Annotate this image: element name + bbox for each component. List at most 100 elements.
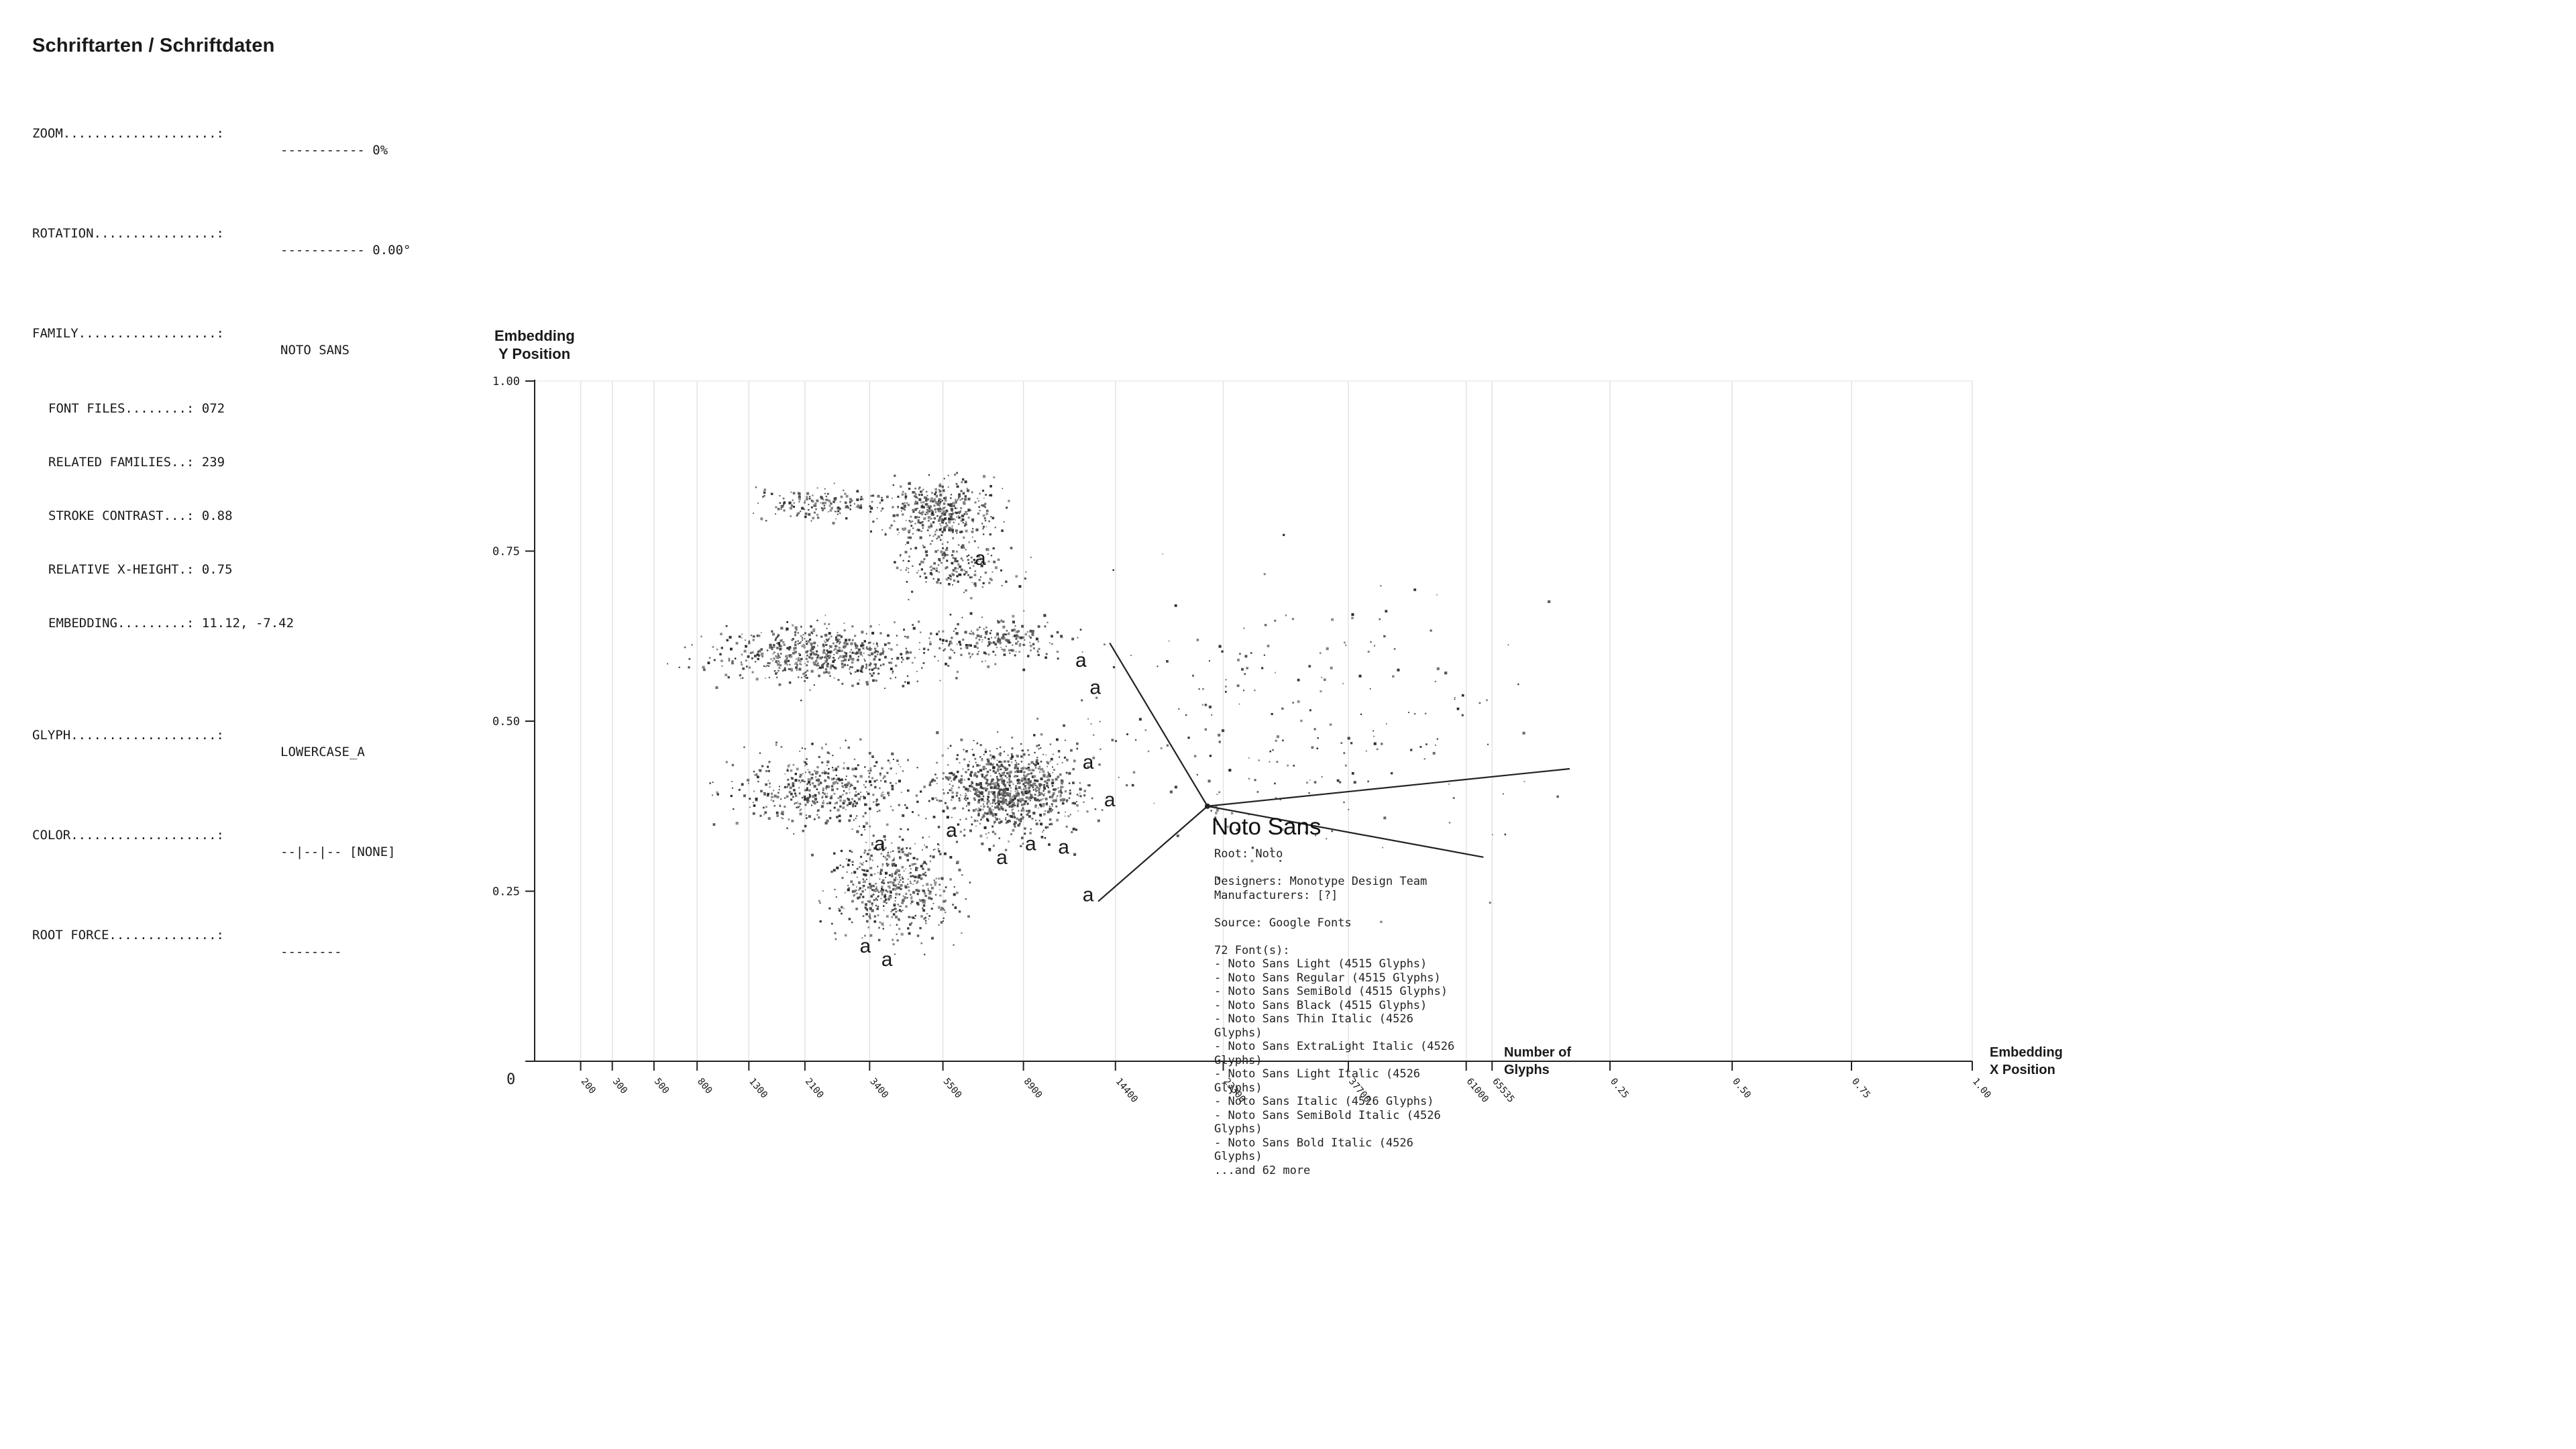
data-point bbox=[867, 886, 869, 889]
rotation-control[interactable]: ROTATION................: ----------- 0.… bbox=[32, 209, 411, 258]
glyph-mark[interactable]: a bbox=[1083, 884, 1094, 906]
data-point bbox=[998, 794, 1000, 796]
data-point bbox=[790, 655, 793, 658]
data-point bbox=[863, 880, 866, 883]
data-point bbox=[825, 638, 827, 640]
root-force-slider[interactable]: -------- bbox=[280, 945, 342, 959]
data-point bbox=[886, 771, 889, 774]
glyph-mark[interactable]: a bbox=[1025, 833, 1036, 855]
data-point bbox=[895, 664, 898, 667]
data-point bbox=[781, 639, 784, 641]
data-point bbox=[993, 782, 996, 785]
glyph-count-tick-label: 2100 bbox=[803, 1076, 826, 1100]
data-point bbox=[989, 750, 991, 752]
glyph-mark[interactable]: a bbox=[1058, 837, 1069, 859]
data-point bbox=[743, 649, 747, 653]
data-point bbox=[1022, 756, 1024, 759]
data-point bbox=[875, 898, 877, 900]
data-point bbox=[756, 653, 759, 656]
data-point bbox=[872, 835, 875, 837]
data-point bbox=[952, 557, 955, 559]
data-point bbox=[920, 513, 923, 516]
root-force-control[interactable]: ROOT FORCE..............: -------- bbox=[32, 910, 342, 959]
data-point bbox=[917, 497, 918, 499]
data-point bbox=[856, 645, 859, 647]
glyph-mark[interactable]: a bbox=[1075, 649, 1087, 672]
data-point bbox=[996, 794, 1000, 797]
zoom-slider[interactable]: ----------- 0% bbox=[280, 143, 388, 158]
data-point bbox=[1397, 668, 1400, 672]
glyph-mark[interactable]: a bbox=[946, 819, 957, 841]
zoom-control[interactable]: ZOOM....................: ----------- 0% bbox=[32, 109, 388, 158]
data-point bbox=[996, 787, 998, 790]
data-point bbox=[900, 485, 902, 488]
color-select[interactable]: --|--|-- [NONE] bbox=[280, 845, 396, 859]
data-point bbox=[859, 506, 863, 509]
data-point bbox=[961, 481, 963, 484]
glyph-mark[interactable]: a bbox=[881, 949, 893, 971]
data-point bbox=[979, 635, 983, 638]
data-point bbox=[899, 908, 901, 910]
data-point bbox=[875, 898, 877, 900]
data-point bbox=[1041, 768, 1044, 770]
data-point bbox=[851, 767, 855, 771]
data-point bbox=[966, 797, 969, 800]
data-point bbox=[816, 766, 819, 769]
data-point bbox=[1002, 800, 1004, 802]
x-tick-label: 0.75 bbox=[1849, 1076, 1872, 1100]
data-point bbox=[975, 637, 977, 639]
glyph-mark[interactable]: a bbox=[860, 935, 871, 957]
family-select[interactable]: NOTO SANS bbox=[280, 343, 350, 358]
glyph-mark[interactable]: a bbox=[996, 847, 1008, 869]
data-point bbox=[1060, 792, 1063, 794]
data-point bbox=[900, 910, 902, 912]
data-point bbox=[688, 666, 690, 669]
data-point bbox=[880, 843, 883, 845]
glyph-label: GLYPH...................: bbox=[32, 728, 224, 743]
data-point bbox=[869, 769, 872, 772]
glyph-mark[interactable]: a bbox=[874, 833, 885, 855]
data-point bbox=[784, 806, 786, 808]
data-point bbox=[893, 520, 896, 523]
data-point bbox=[1272, 749, 1274, 751]
glyph-control[interactable]: GLYPH...................: LOWERCASE_A bbox=[32, 710, 365, 759]
glyph-mark[interactable]: a bbox=[1089, 676, 1101, 698]
data-point bbox=[966, 794, 967, 796]
data-point bbox=[890, 661, 893, 664]
data-point bbox=[851, 921, 853, 924]
glyph-mark[interactable]: a bbox=[1083, 751, 1094, 773]
color-control[interactable]: COLOR...................: --|--|-- [NONE… bbox=[32, 810, 396, 859]
data-point bbox=[991, 825, 994, 828]
data-point bbox=[771, 630, 773, 633]
rotation-slider[interactable]: ----------- 0.00° bbox=[280, 243, 411, 258]
data-point bbox=[757, 651, 759, 653]
data-point bbox=[915, 867, 917, 869]
data-point bbox=[1006, 788, 1010, 791]
data-point bbox=[847, 782, 851, 785]
data-point bbox=[853, 800, 856, 803]
data-point bbox=[1058, 790, 1061, 794]
glyph-mark[interactable]: a bbox=[1104, 789, 1116, 811]
data-point bbox=[882, 792, 884, 793]
glyph-select[interactable]: LOWERCASE_A bbox=[280, 745, 365, 759]
data-point bbox=[900, 883, 903, 887]
data-point bbox=[1025, 571, 1027, 573]
data-point bbox=[995, 782, 997, 784]
data-point bbox=[925, 818, 927, 820]
data-point bbox=[847, 798, 851, 801]
point-cloud[interactable] bbox=[667, 472, 1559, 956]
glyph-mark[interactable]: a bbox=[975, 547, 986, 570]
data-point bbox=[1026, 778, 1028, 781]
data-point bbox=[769, 643, 772, 647]
data-point bbox=[961, 498, 963, 500]
data-point bbox=[843, 489, 845, 492]
data-point bbox=[938, 520, 940, 522]
family-control[interactable]: FAMILY..................: NOTO SANS bbox=[32, 309, 350, 358]
data-point bbox=[757, 502, 759, 504]
data-point bbox=[881, 888, 883, 890]
data-point bbox=[894, 908, 897, 910]
data-point bbox=[948, 520, 951, 523]
data-point bbox=[985, 833, 987, 835]
